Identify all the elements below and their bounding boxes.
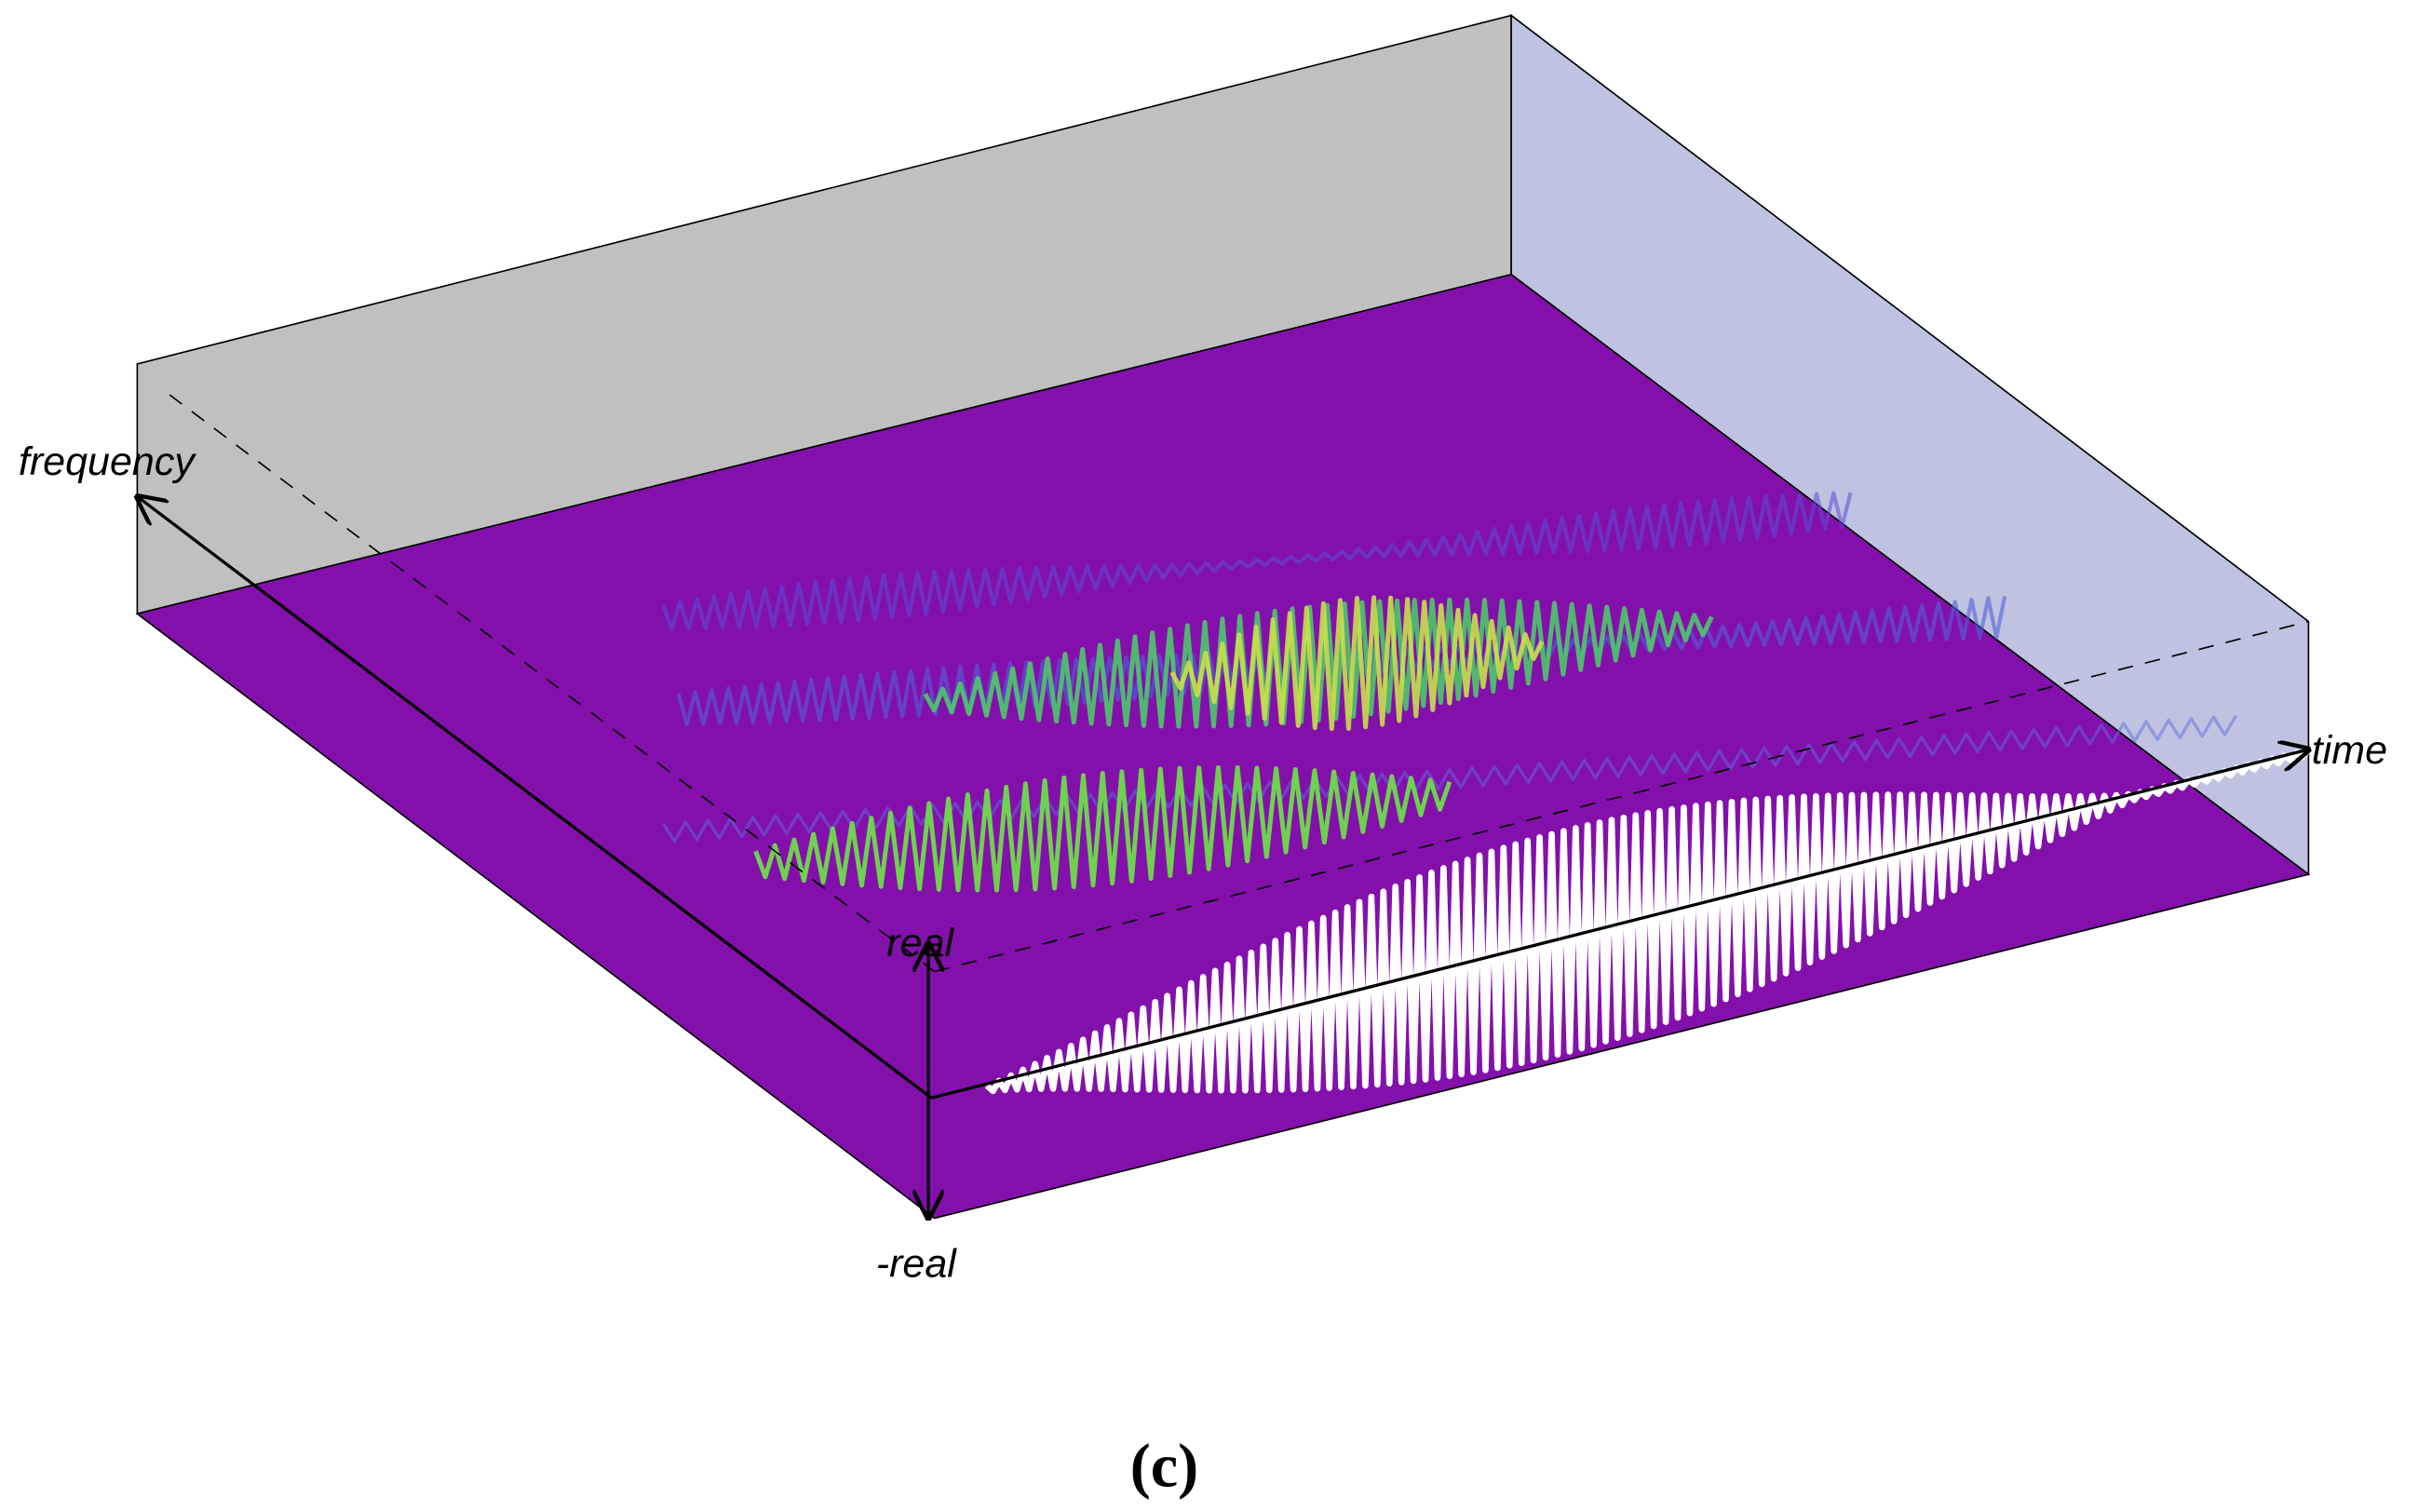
time-axis xyxy=(930,749,2308,1100)
dashed-edge xyxy=(934,620,2309,973)
wave xyxy=(984,747,2312,1095)
waves xyxy=(661,491,2312,1095)
wave xyxy=(923,597,1714,729)
time-label: time xyxy=(2312,728,2387,773)
real-label: real xyxy=(886,921,954,965)
neg-real-label: -real xyxy=(876,1241,958,1286)
wave xyxy=(661,491,1853,631)
wave xyxy=(1169,595,1545,732)
frequency-label: frequency xyxy=(19,439,197,484)
caption: (c) xyxy=(1130,1433,1199,1501)
floor xyxy=(135,273,2311,1220)
frequency-axis xyxy=(137,496,933,1100)
dashed-edge xyxy=(169,394,936,973)
wave xyxy=(753,765,1452,893)
